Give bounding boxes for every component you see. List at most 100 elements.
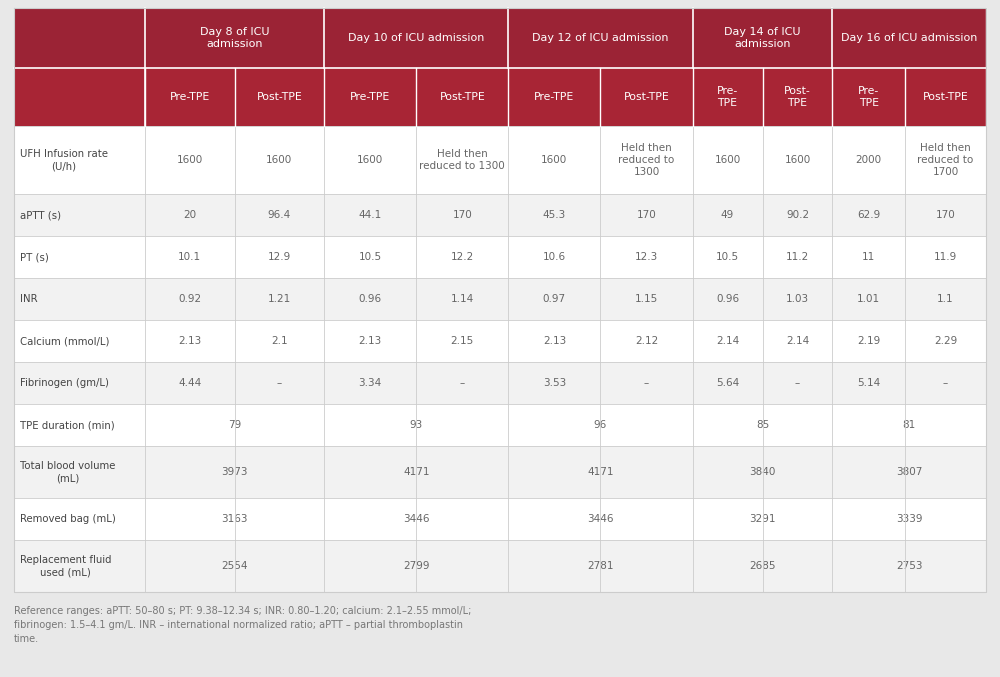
Text: aPTT (s): aPTT (s) <box>20 210 61 220</box>
Bar <box>508 278 600 320</box>
Bar <box>600 362 693 404</box>
Text: 10.1: 10.1 <box>178 252 201 262</box>
Bar <box>693 540 832 592</box>
Bar <box>600 320 693 362</box>
Text: UFH Infusion rate
(U/h): UFH Infusion rate (U/h) <box>20 149 108 171</box>
Bar <box>235 194 324 236</box>
Text: –: – <box>460 378 465 388</box>
Text: 2799: 2799 <box>403 561 429 571</box>
Text: Day 8 of ICU
admission: Day 8 of ICU admission <box>200 27 269 49</box>
Bar <box>324 126 416 194</box>
Text: 3291: 3291 <box>749 514 776 524</box>
Text: 85: 85 <box>756 420 769 430</box>
Bar <box>235 126 324 194</box>
Bar <box>14 498 145 540</box>
Bar <box>145 8 324 68</box>
Bar <box>416 68 508 126</box>
Text: 1.03: 1.03 <box>786 294 809 304</box>
Bar <box>324 8 508 68</box>
Text: TPE duration (min): TPE duration (min) <box>20 420 115 430</box>
Text: 2000: 2000 <box>856 155 882 165</box>
Text: 2.14: 2.14 <box>786 336 809 346</box>
Bar <box>145 68 235 126</box>
Bar <box>693 194 763 236</box>
Text: Replacement fluid
used (mL): Replacement fluid used (mL) <box>20 554 112 577</box>
Text: INR: INR <box>20 294 38 304</box>
Text: 12.2: 12.2 <box>451 252 474 262</box>
Bar <box>235 68 324 126</box>
Bar <box>324 446 508 498</box>
Text: Day 10 of ICU admission: Day 10 of ICU admission <box>348 33 484 43</box>
Text: 93: 93 <box>410 420 423 430</box>
Text: 20: 20 <box>183 210 196 220</box>
Text: 0.96: 0.96 <box>716 294 739 304</box>
Text: 2.13: 2.13 <box>178 336 201 346</box>
Bar <box>14 362 145 404</box>
Bar <box>14 8 145 68</box>
Text: 3446: 3446 <box>403 514 429 524</box>
Text: Day 16 of ICU admission: Day 16 of ICU admission <box>841 33 977 43</box>
Text: 2.13: 2.13 <box>359 336 382 346</box>
Text: 96: 96 <box>594 420 607 430</box>
Bar <box>416 126 508 194</box>
Bar <box>693 404 832 446</box>
Bar <box>508 194 600 236</box>
Bar <box>693 8 832 68</box>
Text: Post-TPE: Post-TPE <box>256 92 302 102</box>
Bar <box>763 236 832 278</box>
Bar <box>693 278 763 320</box>
Bar <box>905 320 986 362</box>
Bar <box>324 68 416 126</box>
Text: 11.2: 11.2 <box>786 252 809 262</box>
Bar <box>832 498 986 540</box>
Bar <box>235 278 324 320</box>
Bar <box>145 446 324 498</box>
Text: –: – <box>943 378 948 388</box>
Text: 1.14: 1.14 <box>451 294 474 304</box>
Bar <box>693 498 832 540</box>
Text: Held then
reduced to
1300: Held then reduced to 1300 <box>618 143 675 177</box>
Bar <box>324 404 508 446</box>
Text: 2.14: 2.14 <box>716 336 739 346</box>
Bar <box>324 540 508 592</box>
Text: 1600: 1600 <box>714 155 741 165</box>
Text: 81: 81 <box>903 420 916 430</box>
Bar <box>832 362 905 404</box>
Bar <box>763 126 832 194</box>
Bar <box>145 498 324 540</box>
Bar <box>145 404 324 446</box>
Bar <box>14 320 145 362</box>
Text: 2.15: 2.15 <box>451 336 474 346</box>
Bar <box>14 278 145 320</box>
Text: 5.64: 5.64 <box>716 378 739 388</box>
Bar <box>324 362 416 404</box>
Text: Removed bag (mL): Removed bag (mL) <box>20 514 116 524</box>
Text: 4.44: 4.44 <box>178 378 201 388</box>
Text: 3807: 3807 <box>896 467 922 477</box>
Text: 12.3: 12.3 <box>635 252 658 262</box>
Text: Calcium (mmol/L): Calcium (mmol/L) <box>20 336 110 346</box>
Bar <box>832 320 905 362</box>
Text: 4171: 4171 <box>587 467 614 477</box>
Bar <box>763 68 832 126</box>
Text: 79: 79 <box>228 420 241 430</box>
Text: 2781: 2781 <box>587 561 614 571</box>
Bar <box>905 126 986 194</box>
Text: 2.12: 2.12 <box>635 336 658 346</box>
Text: 3840: 3840 <box>749 467 776 477</box>
Text: 12.9: 12.9 <box>268 252 291 262</box>
Text: 1600: 1600 <box>177 155 203 165</box>
Text: 11: 11 <box>862 252 875 262</box>
Text: 1.01: 1.01 <box>857 294 880 304</box>
Bar <box>235 362 324 404</box>
Bar <box>832 446 986 498</box>
Bar <box>832 126 905 194</box>
Text: Pre-TPE: Pre-TPE <box>170 92 210 102</box>
Text: Total blood volume
(mL): Total blood volume (mL) <box>20 461 115 483</box>
Bar <box>145 362 235 404</box>
Text: 96.4: 96.4 <box>268 210 291 220</box>
Text: 3.34: 3.34 <box>359 378 382 388</box>
Text: 2753: 2753 <box>896 561 922 571</box>
Text: 170: 170 <box>452 210 472 220</box>
Text: 0.96: 0.96 <box>359 294 382 304</box>
